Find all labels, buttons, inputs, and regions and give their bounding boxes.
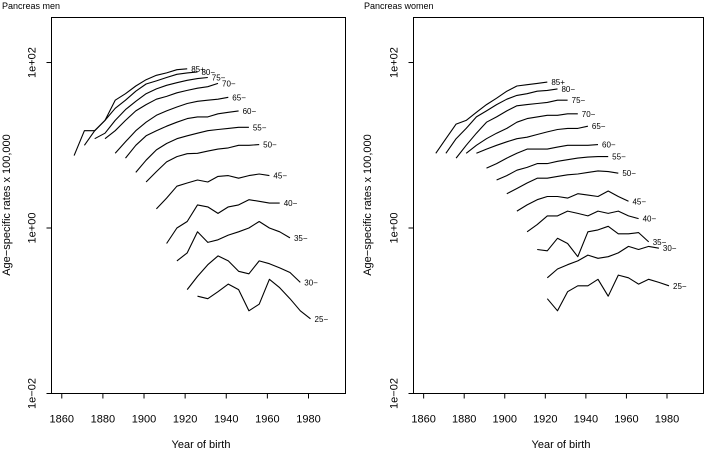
series-label-women-4: 65−: [592, 122, 606, 131]
series-label-women-5: 60−: [602, 141, 616, 150]
series-line-men-6: [135, 126, 249, 173]
series-label-men-4: 65−: [232, 93, 246, 102]
series-label-men-6: 55−: [253, 123, 267, 132]
y-tick-label-women-2: 1e+02: [389, 47, 401, 78]
y-tick-label-men-0: 1e−02: [27, 378, 39, 409]
y-tick-label-women-1: 1e+00: [389, 213, 401, 244]
panel-pancreas-men: Pancreas men Year of birth Age−specific …: [1, 1, 346, 451]
series-line-women-6: [496, 156, 609, 181]
x-tick-label-men-1900: 1900: [132, 414, 156, 426]
x-tick-label-women-1940: 1940: [574, 414, 598, 426]
series-label-men-3: 70−: [222, 79, 236, 88]
series-label-women-0: 85+: [551, 78, 565, 87]
series-line-women-4: [476, 125, 589, 154]
plot-frame-women: [413, 17, 704, 394]
series-label-women-1: 80−: [561, 85, 575, 94]
plot-frame-men: [51, 17, 346, 394]
series-line-women-7: [506, 170, 619, 195]
series-label-men-11: 30−: [304, 278, 318, 287]
series-label-men-12: 25−: [315, 315, 329, 324]
series-label-men-5: 60−: [243, 107, 257, 116]
series-line-women-10: [537, 225, 650, 258]
y-tick-label-men-1: 1e+00: [27, 213, 39, 244]
series-label-women-7: 50−: [622, 169, 636, 178]
series-line-men-3: [104, 82, 219, 140]
series-line-men-0: [73, 68, 188, 156]
series-labels-women: 85+80− 75− 70− 65− 60− 55− 50− 45− 40− 35−30− 25−: [551, 78, 687, 291]
x-axis-title-women: Year of birth: [532, 439, 591, 451]
x-tick-label-men-1860: 1860: [50, 414, 74, 426]
series-labels-men: 85+80−75−70− 65− 60− 55− 50− 45− 40− 35− 30− 25−: [191, 65, 328, 324]
y-axis-title-men: Age−specific rates x 100,000: [1, 134, 13, 276]
x-tick-label-men-1880: 1880: [91, 414, 115, 426]
x-tick-label-women-1860: 1860: [411, 414, 435, 426]
series-label-women-3: 70−: [582, 110, 596, 119]
series-line-men-10: [176, 220, 291, 262]
x-tick-label-women-1980: 1980: [655, 414, 679, 426]
series-label-women-6: 55−: [612, 153, 626, 162]
x-tick-label-women-1920: 1920: [533, 414, 557, 426]
axis-ticks-women: 1860 1880 1900 1920 1940 1960 1980 1e−02 1e+00 1e…: [389, 47, 680, 425]
series-line-women-5: [486, 144, 599, 169]
series-label-women-9: 40−: [643, 215, 657, 224]
series-line-women-9: [526, 210, 639, 233]
series-label-men-1: 80−: [201, 68, 215, 77]
series-label-men-8: 45−: [273, 172, 287, 181]
y-tick-label-men-2: 1e+02: [27, 47, 39, 78]
series-label-men-7: 50−: [263, 141, 277, 150]
y-tick-label-women-0: 1e−02: [389, 378, 401, 409]
series-label-men-0: 85+: [191, 65, 205, 74]
series-line-men-1: [83, 71, 198, 146]
panel-pancreas-women: Pancreas women Year of birth Age−specifi…: [362, 1, 704, 451]
series-lines-men: [73, 68, 311, 320]
series-label-women-8: 45−: [632, 197, 646, 206]
x-tick-label-men-1920: 1920: [173, 414, 197, 426]
panel-title-men: Pancreas men: [2, 1, 60, 11]
series-label-women-10: 35−: [653, 238, 667, 247]
series-line-men-7: [145, 144, 260, 183]
x-tick-label-women-1960: 1960: [614, 414, 638, 426]
series-line-men-2: [94, 76, 208, 140]
series-label-women-12: 25−: [673, 282, 687, 291]
axis-ticks-men: 1860 1880 1900 1920 1940 1960 1980 1e−02 1e+00 1e…: [27, 47, 321, 425]
series-line-men-8: [156, 173, 270, 210]
series-line-men-11: [186, 255, 301, 290]
series-line-women-3: [465, 113, 578, 154]
series-label-men-10: 35−: [294, 234, 308, 243]
series-line-men-12: [197, 278, 311, 320]
panel-title-women: Pancreas women: [364, 1, 434, 11]
x-tick-label-women-1900: 1900: [493, 414, 517, 426]
series-line-women-2: [455, 99, 568, 159]
series-line-women-12: [546, 274, 670, 312]
series-line-men-5: [125, 110, 239, 159]
x-tick-label-men-1940: 1940: [214, 414, 238, 426]
series-label-women-2: 75−: [572, 96, 586, 105]
x-tick-label-women-1880: 1880: [452, 414, 476, 426]
series-label-men-9: 40−: [284, 199, 298, 208]
y-axis-title-women: Age−specific rates x 100,000: [362, 134, 374, 276]
series-line-women-11: [546, 245, 659, 279]
series-line-women-1: [445, 88, 558, 154]
series-label-men-2: 75−: [212, 73, 226, 82]
series-line-men-4: [114, 96, 229, 154]
series-line-men-9: [166, 199, 280, 244]
x-tick-label-men-1960: 1960: [255, 414, 279, 426]
series-lines-women: [435, 81, 670, 312]
x-tick-label-men-1980: 1980: [296, 414, 320, 426]
x-axis-title-men: Year of birth: [172, 439, 231, 451]
series-label-women-11: 30−: [663, 244, 677, 253]
series-line-women-0: [435, 81, 548, 154]
series-line-women-8: [516, 190, 629, 212]
